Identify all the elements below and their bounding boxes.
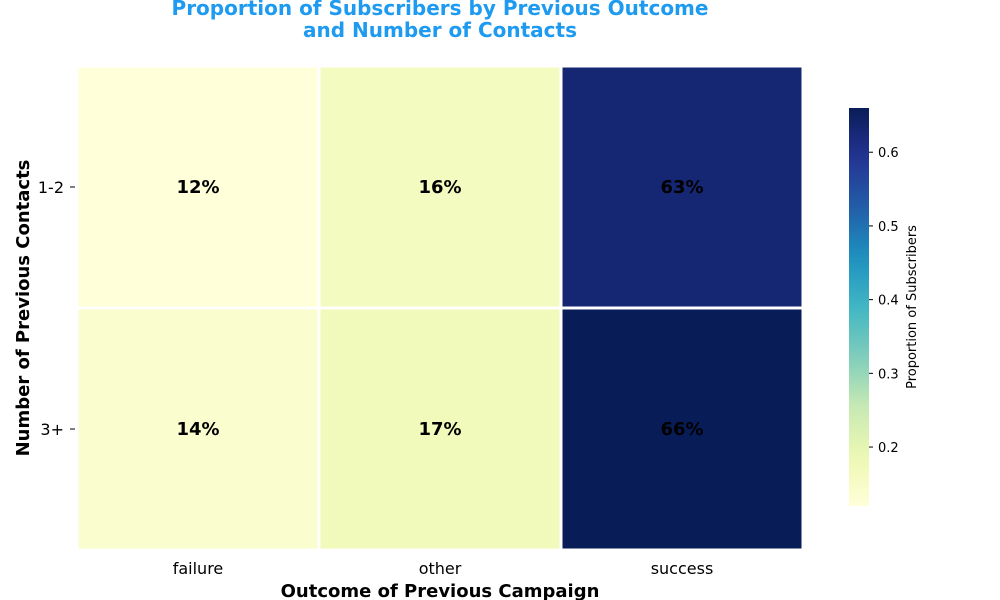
cell-value-label: 17% [418, 419, 461, 440]
colorbar-ticks: 0.2 0.3 0.4 0.5 0.6 [869, 146, 899, 456]
cell-value-label: 12% [176, 177, 219, 198]
heatmap-cell-3+-success [559, 306, 805, 552]
x-axis-label: Outcome of Previous Campaign [281, 581, 600, 600]
cell-value-label: 66% [660, 419, 703, 440]
y-axis-ticks: 1-2 3+ [38, 178, 75, 439]
x-tick-label: success [651, 559, 714, 578]
x-axis-ticks: failure other success [173, 559, 714, 578]
x-tick-label: other [419, 559, 462, 578]
y-tick-label: 1-2 [38, 178, 64, 197]
heatmap-cell-labels: 12% 16% 63% 14% 17% 66% [176, 177, 703, 440]
colorbar-tick-label: 0.4 [878, 294, 899, 309]
heatmap-cell-3+-failure [75, 306, 321, 552]
y-tick-label: 3+ [40, 420, 64, 439]
heatmap-cell-1-2-success [559, 64, 805, 310]
chart-title-line2: and Number of Contacts [303, 18, 577, 42]
colorbar-label: Proportion of Subscribers [905, 225, 920, 389]
colorbar-scale [849, 108, 869, 506]
cell-value-label: 14% [176, 419, 219, 440]
y-axis-label: Number of Previous Contacts [13, 160, 34, 457]
colorbar-tick-label: 0.2 [878, 441, 899, 456]
heatmap-cell-1-2-other [317, 64, 563, 310]
x-tick-label: failure [173, 559, 224, 578]
colorbar: 0.2 0.3 0.4 0.5 0.6 Proportion of Subscriber… [849, 108, 920, 506]
heatmap-cell-3+-other [317, 306, 563, 552]
chart-title-line1: Proportion of Subscribers by Previous Ou… [172, 0, 709, 20]
cell-value-label: 16% [418, 177, 461, 198]
colorbar-tick-label: 0.6 [878, 146, 899, 161]
colorbar-tick-label: 0.5 [878, 220, 899, 235]
cell-value-label: 63% [660, 177, 703, 198]
heatmap-cells [75, 64, 805, 552]
colorbar-tick-label: 0.3 [878, 367, 899, 382]
heatmap-cell-1-2-failure [75, 64, 321, 310]
